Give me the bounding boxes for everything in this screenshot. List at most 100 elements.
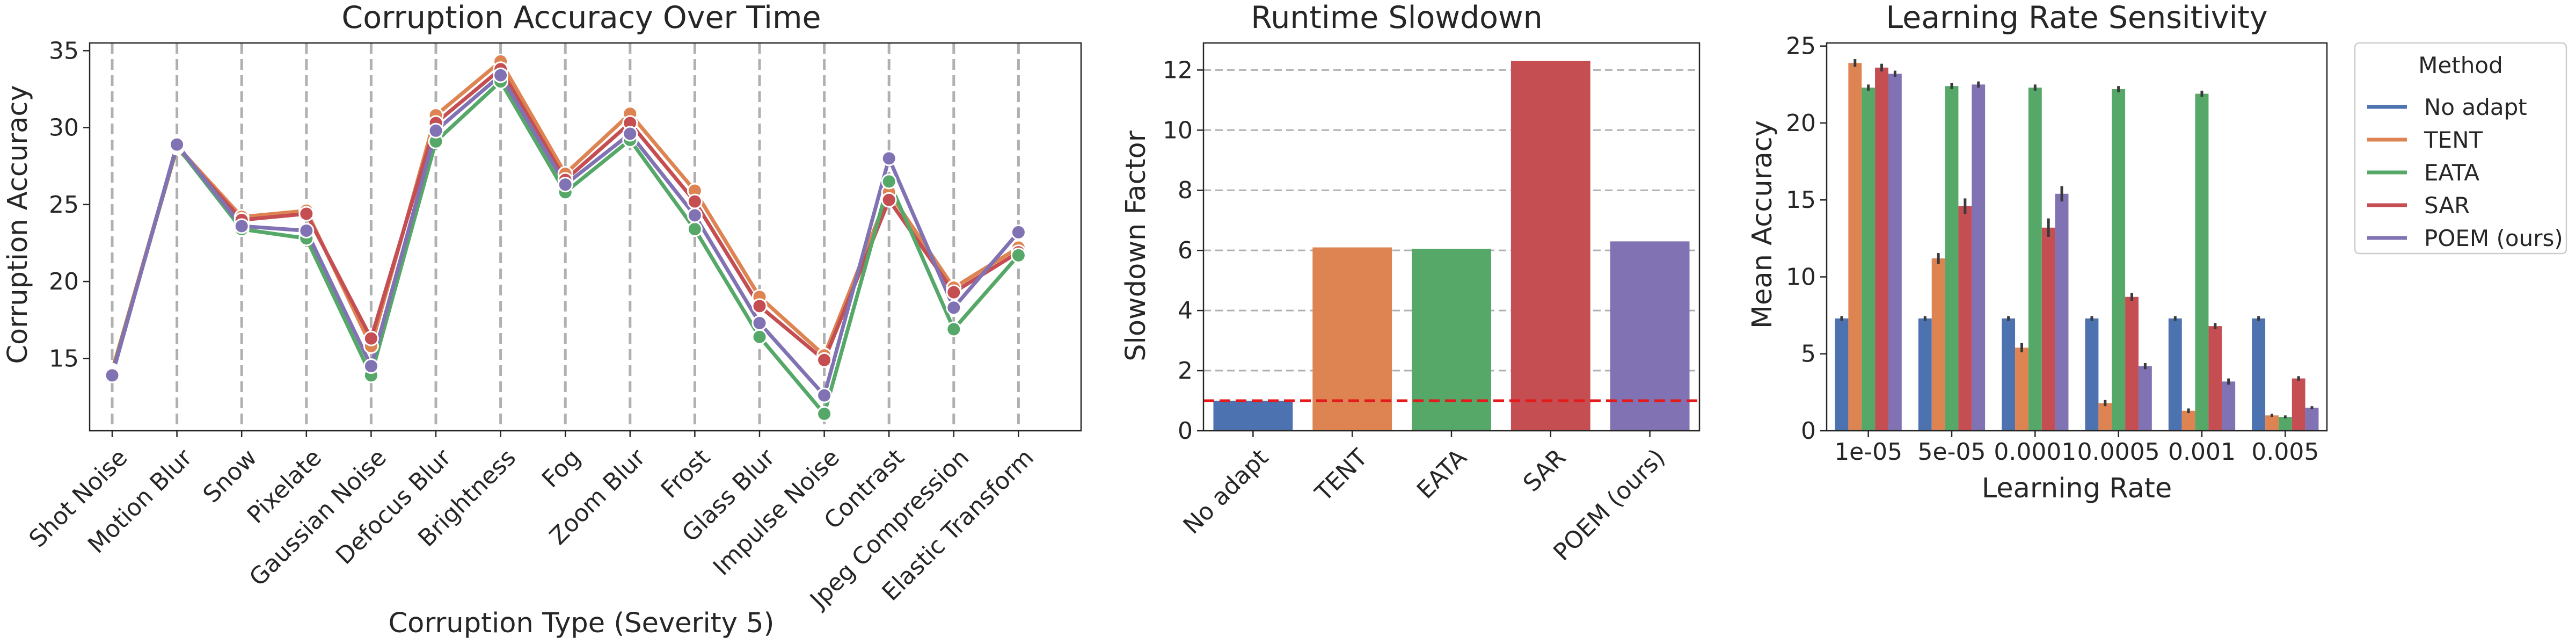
- line-chart-point-sar: [946, 284, 962, 300]
- lr-bar-sar: [2208, 326, 2222, 431]
- line-chart-y-tick-label: 30: [49, 114, 79, 142]
- legend-label-sar: SAR: [2424, 192, 2470, 219]
- legend-frame: [2354, 42, 2567, 255]
- runtime-y-tick-label: 8: [1178, 177, 1193, 204]
- runtime-y-tick-label: 12: [1163, 56, 1193, 84]
- legend-label-no-adapt: No adapt: [2424, 94, 2527, 120]
- legend-label-tent: TENT: [2424, 127, 2483, 153]
- lr-y-tick-label: 25: [1786, 33, 1816, 60]
- lr-bar-poem-ours: [2055, 193, 2069, 431]
- lr-bar-no-adapt: [2002, 318, 2016, 431]
- lr-bar-tent: [2015, 348, 2028, 431]
- line-chart-point-poem-ours: [169, 136, 185, 153]
- lr-bar-sar: [2041, 227, 2055, 431]
- lr-bar-tent: [2265, 415, 2279, 431]
- lr-y-tick-label: 20: [1786, 110, 1816, 137]
- lr-bar-eata: [2195, 93, 2209, 431]
- line-chart-plot-frame: [89, 42, 1082, 432]
- line-chart-point-eata: [816, 406, 833, 422]
- lr-bar-sar: [2125, 296, 2139, 431]
- line-chart-point-poem-ours: [493, 67, 509, 83]
- lr-bar-poem-ours: [1972, 84, 1986, 431]
- lr-chart-x-axis-label: Learning Rate: [1982, 473, 2172, 504]
- lr-chart-panel: Learning Rate Sensitivity Mean Accuracy …: [1747, 0, 2328, 504]
- line-chart-point-poem-ours: [687, 207, 703, 223]
- runtime-x-tick-label: SAR: [1518, 444, 1571, 497]
- lr-chart-y-axis-label: Mean Accuracy: [1747, 120, 1778, 329]
- line-chart-point-eata: [751, 329, 768, 345]
- line-chart-y-tick-label: 20: [49, 268, 79, 295]
- lr-bar-poem-ours: [2305, 408, 2319, 431]
- line-chart-point-poem-ours: [1010, 224, 1026, 240]
- runtime-y-tick-label: 4: [1178, 297, 1193, 324]
- lr-bar-no-adapt: [2252, 318, 2266, 431]
- line-chart-point-poem-ours: [946, 300, 962, 316]
- runtime-y-tick-label: 6: [1178, 237, 1193, 264]
- runtime-y-tick-label: 0: [1178, 417, 1193, 445]
- lr-bar-poem-ours: [2222, 381, 2236, 431]
- lr-bar-tent: [2181, 410, 2195, 431]
- legend-label-eata: EATA: [2424, 160, 2479, 186]
- line-chart-series-poem-ours: [110, 73, 1020, 397]
- line-chart-panel: Corruption Accuracy Over Time Corruption…: [2, 0, 1082, 639]
- line-chart-point-sar: [751, 298, 768, 314]
- runtime-chart-panel: Runtime Slowdown Slowdown Factor 0 2 4 6 8 10…: [1120, 0, 1701, 566]
- lr-bar-tent: [1848, 63, 1862, 431]
- lr-bar-tent: [2098, 403, 2112, 431]
- line-chart-point-sar: [298, 206, 315, 222]
- lr-bar-poem-ours: [1888, 74, 1902, 431]
- line-chart-x-axis-label: Corruption Type (Severity 5): [389, 607, 775, 639]
- lr-bar-eata: [1945, 86, 1959, 431]
- line-chart-y-tick-label: 15: [49, 345, 79, 372]
- lr-chart-plot-frame: [1826, 42, 2328, 432]
- lr-bar-eata: [2028, 88, 2042, 431]
- line-chart-y-tick-label: 35: [49, 37, 79, 64]
- line-chart-point-poem-ours: [816, 387, 833, 403]
- lr-y-tick-label: 0: [1801, 417, 1816, 445]
- line-chart-title: Corruption Accuracy Over Time: [341, 0, 821, 35]
- line-chart-y-axis-label: Corruption Accuracy: [2, 85, 34, 364]
- lr-x-tick-label: 1e-05: [1834, 438, 1902, 466]
- lr-bar-no-adapt: [1918, 318, 1932, 431]
- line-chart-point-sar: [687, 193, 703, 209]
- line-chart-point-poem-ours: [557, 177, 573, 193]
- lr-x-tick-label: 5e-05: [1918, 438, 1986, 466]
- runtime-bar-eata: [1412, 249, 1491, 431]
- line-chart-point-poem-ours: [881, 150, 897, 167]
- lr-bar-no-adapt: [2085, 318, 2099, 431]
- line-chart-point-eata: [881, 173, 897, 190]
- line-chart-x-tick-label: Frost: [656, 444, 716, 503]
- runtime-x-tick-label: TENT: [1310, 444, 1373, 507]
- runtime-chart-y-axis-label: Slowdown Factor: [1120, 131, 1152, 361]
- line-chart-point-eata: [1010, 247, 1026, 263]
- lr-bar-sar: [1875, 67, 1888, 431]
- runtime-bar-tent: [1312, 247, 1392, 431]
- lr-y-tick-label: 15: [1786, 186, 1816, 214]
- legend-title: Method: [2418, 52, 2503, 78]
- line-chart-point-poem-ours: [363, 358, 379, 374]
- runtime-bar-poem-ours: [1610, 241, 1690, 431]
- line-chart-point-eata: [687, 221, 703, 237]
- lr-x-tick-label: 0.0001: [1994, 438, 2076, 466]
- line-chart-point-sar: [816, 352, 833, 368]
- line-chart-point-poem-ours: [233, 218, 250, 234]
- line-chart-point-sar: [363, 330, 379, 346]
- line-chart-y-tick-label: 25: [49, 191, 79, 219]
- runtime-bar-sar: [1510, 61, 1590, 431]
- runtime-y-tick-label: 10: [1163, 117, 1193, 144]
- line-chart-point-poem-ours: [751, 315, 768, 331]
- lr-x-tick-label: 0.0005: [2077, 438, 2160, 466]
- lr-x-tick-label: 0.001: [2168, 438, 2236, 466]
- runtime-x-tick-label: No adapt: [1178, 444, 1274, 539]
- lr-y-tick-label: 10: [1786, 263, 1816, 291]
- line-chart-point-poem-ours: [104, 367, 120, 383]
- lr-bar-no-adapt: [2168, 318, 2182, 431]
- runtime-y-tick-label: 2: [1178, 357, 1193, 385]
- line-chart-point-poem-ours: [298, 223, 315, 239]
- lr-bar-tent: [1931, 258, 1945, 431]
- lr-bar-sar: [2292, 378, 2305, 431]
- lr-bar-poem-ours: [2138, 366, 2152, 431]
- lr-bar-sar: [1958, 206, 1972, 431]
- lr-bar-eata: [2112, 89, 2126, 431]
